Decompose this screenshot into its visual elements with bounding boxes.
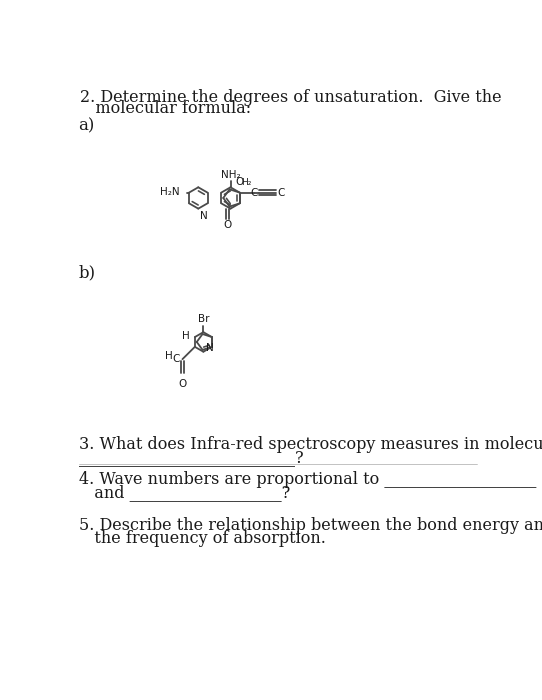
Text: O: O <box>223 220 231 230</box>
Text: the frequency of absorption.: the frequency of absorption. <box>79 530 326 547</box>
Text: N: N <box>207 343 214 354</box>
Text: C: C <box>172 354 179 364</box>
Text: 2. Determine the degrees of unsaturation.  Give the: 2. Determine the degrees of unsaturation… <box>80 89 502 106</box>
Text: ___________________________?: ___________________________? <box>79 449 303 466</box>
Text: C: C <box>277 188 285 197</box>
Text: H₂: H₂ <box>242 178 252 187</box>
Text: H: H <box>183 330 190 340</box>
Text: 4. Wave numbers are proportional to ___________________: 4. Wave numbers are proportional to ____… <box>79 470 536 487</box>
Text: molecular formula:: molecular formula: <box>80 100 251 117</box>
Text: C: C <box>250 188 257 197</box>
Text: NH₂: NH₂ <box>221 169 240 180</box>
Text: and ___________________?: and ___________________? <box>79 484 290 500</box>
Text: b): b) <box>79 264 96 281</box>
Text: O: O <box>178 379 186 389</box>
Text: O: O <box>235 177 243 187</box>
Text: N: N <box>200 211 208 221</box>
Text: Br: Br <box>198 314 209 325</box>
Text: H: H <box>165 351 173 361</box>
Text: 5. Describe the relationship between the bond energy and: 5. Describe the relationship between the… <box>79 517 542 533</box>
Text: 3. What does Infra-red spectroscopy measures in molecules: 3. What does Infra-red spectroscopy meas… <box>79 436 542 453</box>
Text: H₂N: H₂N <box>160 187 180 197</box>
Text: a): a) <box>79 118 95 135</box>
